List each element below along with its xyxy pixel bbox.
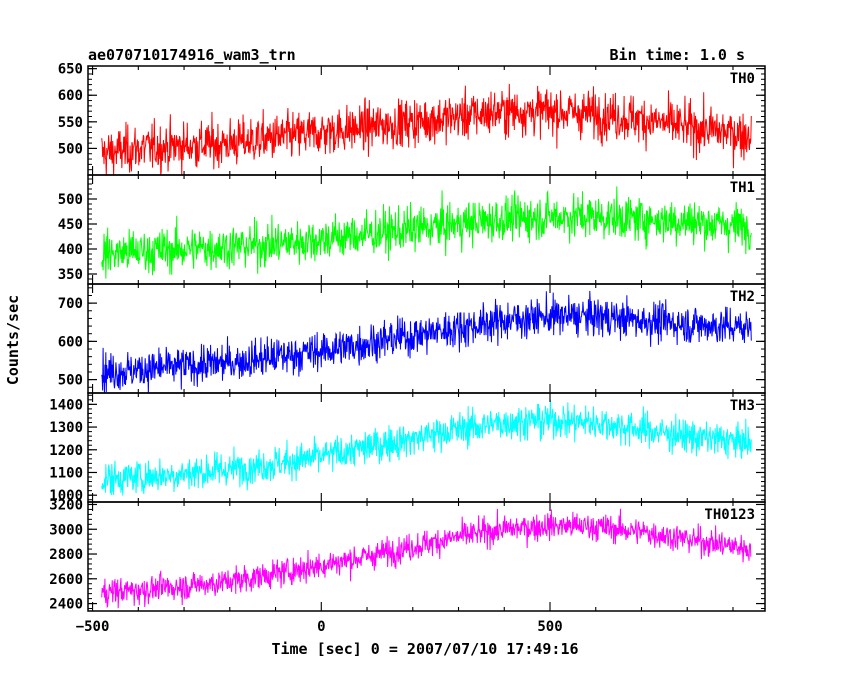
x-tick-label: 0 [317, 619, 325, 635]
series-line-th0123 [101, 508, 752, 609]
series-line-th1 [101, 186, 752, 279]
y-tick-label: 2400 [49, 597, 83, 613]
y-tick-label: 500 [58, 192, 83, 208]
panel-th1: 350 400 450 500 TH1 [58, 174, 766, 285]
chart-title-right: Bin time: 1.0 s [610, 46, 745, 64]
y-tick-label: 500 [58, 141, 83, 157]
y-axis-title: Counts/sec [4, 295, 22, 385]
y-tick-label: 500 [58, 373, 83, 389]
y-tick-label: 600 [58, 334, 83, 350]
panel-label-th0: TH0 [730, 71, 755, 87]
y-tick-label: 1300 [49, 420, 83, 436]
panel-th0: 500 550 600 650 TH0 [58, 62, 766, 176]
panel-label-th1: TH1 [730, 180, 755, 196]
panel-frame [87, 501, 766, 612]
y-tick-label: 3000 [49, 522, 83, 538]
y-tick-label: 2800 [49, 547, 83, 563]
panels-group: 500 550 600 650 TH0 350 400 450 500 TH1 500 600 700 T… [49, 62, 766, 613]
y-tick-label: 700 [58, 296, 83, 312]
y-tick-label: 350 [58, 267, 83, 283]
x-tick-label: −500 [76, 619, 110, 635]
series-line-th0 [101, 83, 752, 175]
y-tick-label: 1100 [49, 465, 83, 481]
y-tick-label: 650 [58, 62, 83, 78]
panel-label-th3: TH3 [730, 398, 755, 414]
chart-title-left: ae070710174916_wam3_trn [88, 46, 296, 64]
y-tick-label: 550 [58, 115, 83, 131]
y-tick-label: 400 [58, 242, 83, 258]
panel-th3: 1000 1100 1200 1300 1400 TH3 [49, 392, 766, 504]
y-tick-label: 600 [58, 88, 83, 104]
y-tick-label: 3200 [49, 497, 83, 513]
x-tick-label: 500 [537, 619, 562, 635]
y-tick-label: 1400 [49, 397, 83, 413]
y-tick-label: 450 [58, 217, 83, 233]
y-tick-label: 1200 [49, 443, 83, 459]
x-axis-title: Time [sec] 0 = 2007/07/10 17:49:16 [271, 640, 578, 658]
panel-th2: 500 600 700 TH2 [58, 283, 766, 394]
panel-label-th0123: TH0123 [704, 507, 755, 523]
series-line-th3 [101, 399, 752, 496]
y-tick-label: 2600 [49, 572, 83, 588]
y-tick-label: 1000 [49, 488, 83, 504]
series-line-th2 [101, 290, 752, 393]
x-axis: −500 0 500 [76, 619, 563, 635]
panel-th0123: 2400 2600 2800 3000 3200 TH0123 [49, 497, 766, 613]
panel-label-th2: TH2 [730, 289, 755, 305]
